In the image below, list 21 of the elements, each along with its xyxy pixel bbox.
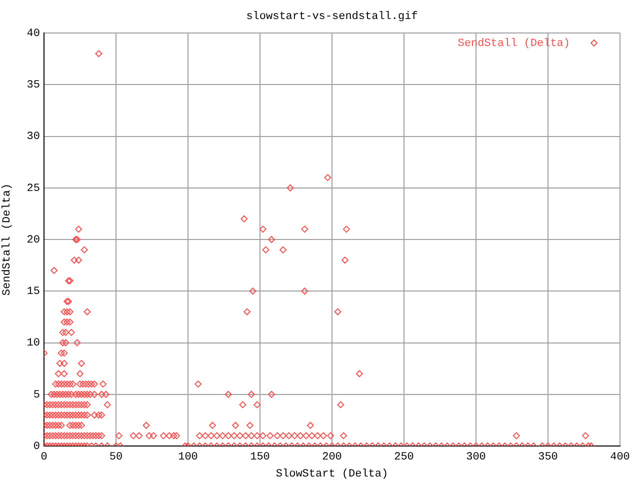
x-tick-label: 300 xyxy=(466,452,486,464)
x-tick-label: 150 xyxy=(250,452,270,464)
x-axis-title: SlowStart (Delta) xyxy=(276,468,388,480)
y-tick-label: 25 xyxy=(26,182,40,195)
y-axis-title: SendStall (Delta) xyxy=(2,183,14,296)
y-tick-label: 20 xyxy=(26,234,40,246)
chart-title: slowstart-vs-sendstall.gif xyxy=(246,10,418,23)
y-tick-label: 30 xyxy=(26,131,40,144)
x-tick-label: 400 xyxy=(610,452,630,464)
x-tick-label: 50 xyxy=(109,452,123,464)
x-tick-label: 200 xyxy=(322,452,342,464)
legend-label: SendStall (Delta) xyxy=(458,38,570,50)
x-tick-label: 250 xyxy=(394,452,414,464)
x-tick-label: 350 xyxy=(538,452,558,464)
y-tick-label: 0 xyxy=(33,440,40,453)
y-tick-label: 35 xyxy=(26,80,40,92)
y-tick-label: 10 xyxy=(26,338,40,350)
y-tick-label: 40 xyxy=(26,28,40,40)
y-tick-label: 5 xyxy=(33,389,40,402)
y-tick-label: 15 xyxy=(26,286,40,298)
x-tick-label: 100 xyxy=(178,452,198,464)
